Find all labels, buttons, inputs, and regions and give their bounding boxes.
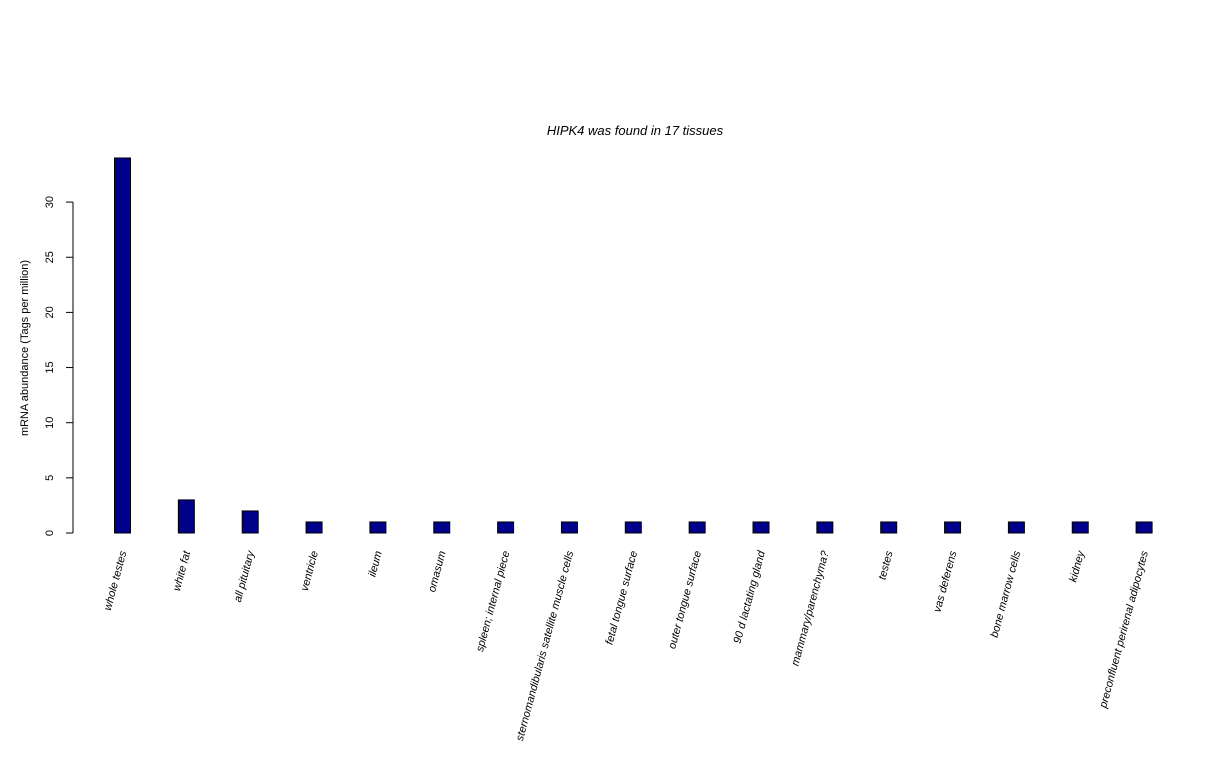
x-tick-label: white fat xyxy=(171,549,193,593)
y-tick-label: 5 xyxy=(44,475,56,481)
x-tick-labels: whole testes white fat all pituitary ventri… xyxy=(102,548,1151,742)
x-tick-label: ventricle xyxy=(299,550,321,593)
x-tick-label: testes xyxy=(876,549,895,581)
bar xyxy=(880,521,898,534)
bars-group xyxy=(114,157,1153,534)
x-tick-label: fetal tongue surface xyxy=(604,550,641,646)
y-tick-label: 25 xyxy=(44,251,56,263)
bar xyxy=(241,510,259,534)
bar xyxy=(816,521,834,534)
x-tick-label: kidney xyxy=(1067,548,1087,583)
bar xyxy=(944,521,962,534)
x-tick-label: whole testes xyxy=(102,549,130,612)
y-axis-label: mRNA abundance (Tags per million) xyxy=(19,260,31,436)
chart-title: HIPK4 was found in 17 tissues xyxy=(547,123,724,138)
bar xyxy=(752,521,770,534)
x-tick-label: outer tongue surface xyxy=(666,550,704,651)
x-tick-label: sternomandibularis satellite muscle cell… xyxy=(514,549,577,742)
bar xyxy=(305,521,323,534)
bar xyxy=(624,521,642,534)
y-tick-label: 20 xyxy=(44,306,56,318)
x-tick-label: spleen; internal piece xyxy=(474,550,513,654)
bar xyxy=(688,521,706,534)
bar xyxy=(1007,521,1025,534)
x-tick-label: all pituitary xyxy=(232,548,258,603)
bar xyxy=(369,521,387,534)
bar xyxy=(114,157,131,534)
x-tick-label: bone marrow cells xyxy=(989,549,1024,639)
y-tick-label: 0 xyxy=(44,530,56,536)
y-tick-label: 10 xyxy=(44,417,56,429)
x-tick-label: mammary/parenchyma? xyxy=(789,549,832,668)
x-tick-label: vas deferens xyxy=(932,549,960,613)
y-tick-label: 15 xyxy=(44,361,56,373)
x-tick-label: preconfluent perirenal adipocytes xyxy=(1097,549,1151,710)
bar xyxy=(433,521,451,534)
y-tick-label: 30 xyxy=(44,196,56,208)
bar xyxy=(177,499,195,534)
bar xyxy=(1071,521,1089,534)
bar xyxy=(560,521,578,534)
y-axis: 0 5 10 15 20 25 30 xyxy=(44,196,74,536)
x-tick-label: 90 d lactating gland xyxy=(732,549,769,645)
bar xyxy=(497,521,515,534)
x-tick-label: ileum xyxy=(366,550,384,579)
x-tick-label: omasum xyxy=(426,550,449,594)
bar xyxy=(1135,521,1153,534)
